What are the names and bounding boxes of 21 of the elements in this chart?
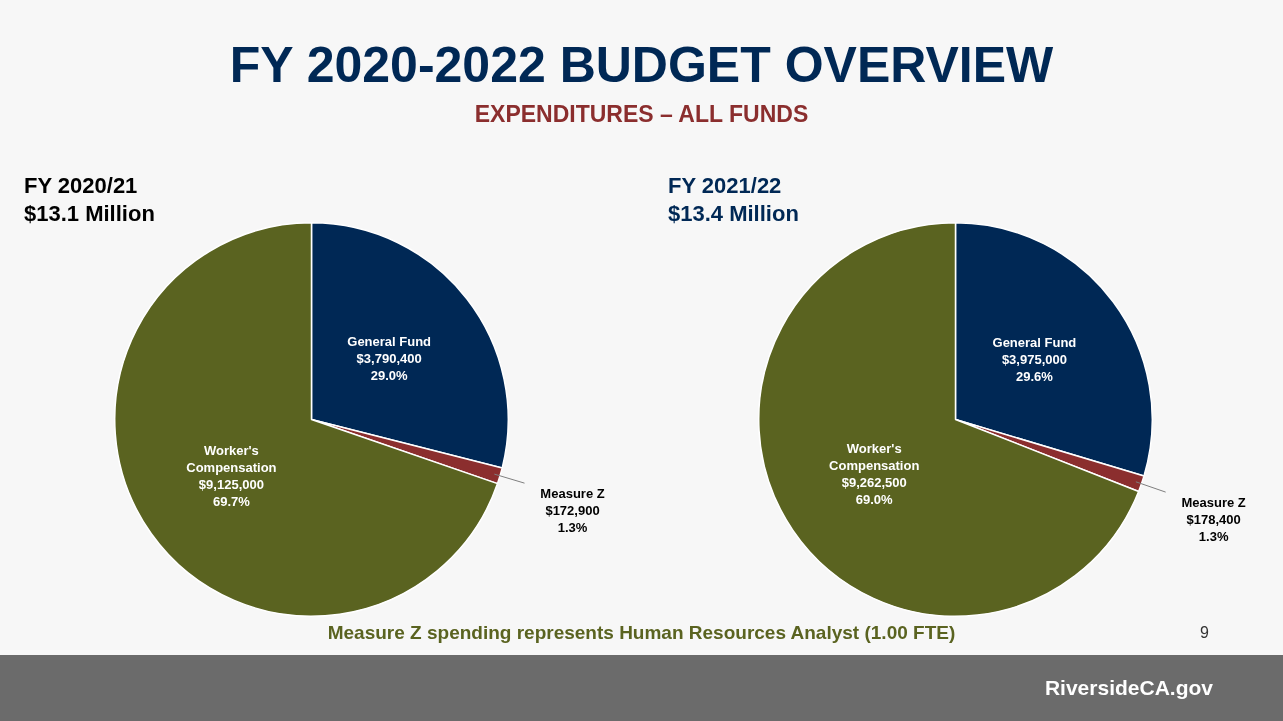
data-label: $9,125,000 69.7% <box>198 476 264 509</box>
slice-label: General Fund <box>992 335 1077 351</box>
slice-label: Worker's Compensation <box>186 442 277 475</box>
data-label: $3,790,400 29.0% <box>356 350 422 383</box>
data-label: $178,400 1.3% <box>1186 511 1241 544</box>
slice-label: Measure Z <box>1181 494 1246 510</box>
chart-subtitle: $13.1 Million <box>24 200 155 228</box>
data-label: $172,900 1.3% <box>545 502 600 535</box>
slice-label: Measure Z <box>540 485 605 501</box>
text: EXPENDITURES – ALL FUNDS <box>473 101 810 128</box>
chart-subtitle: $13.4 Million <box>668 200 799 228</box>
chart-title: FY 2020/21 <box>24 172 139 200</box>
data-label: $9,262,500 69.0% <box>841 474 907 507</box>
text: Measure Z spending represents Human Resources Analyst (1.00 FTE) <box>327 622 956 643</box>
text: FY 2020-2022 BUDGET OVERVIEW <box>228 36 1055 94</box>
text: RiversideCA.gov <box>1044 676 1213 700</box>
data-label: $3,975,000 29.6% <box>1001 352 1067 385</box>
slice-label: Worker's Compensation <box>829 440 920 473</box>
chart-title: FY 2021/22 <box>668 172 783 200</box>
text: 9 <box>1200 624 1209 642</box>
slice-label: General Fund <box>347 333 432 349</box>
